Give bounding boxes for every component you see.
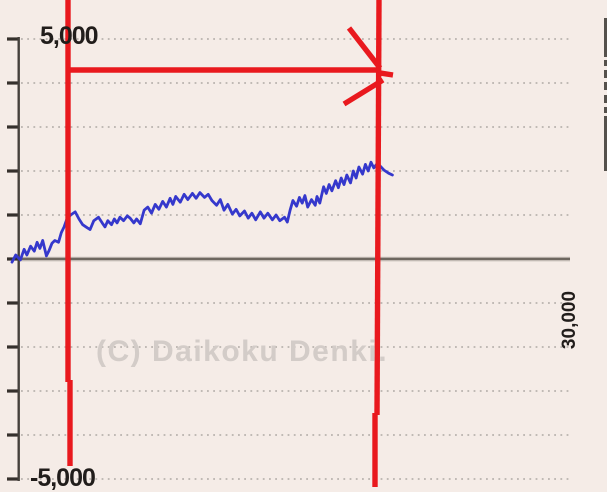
right-vertical-line-upper (374, 0, 382, 416)
arrow-head-upper-stroke (346, 26, 383, 70)
edge-fragment-segment (604, 60, 607, 66)
balance-line (10, 160, 394, 264)
edge-fragment-segment (604, 107, 607, 113)
edge-fragment-segment (604, 18, 607, 57)
x-axis-tick-label-30000: 30,000 (559, 290, 580, 350)
edge-fragment-segment (604, 70, 607, 78)
y-axis-tick-label-top: 5,000 (40, 22, 99, 50)
edge-fragment-segment (604, 116, 607, 171)
watermark-text: (C) Daikoku Denki. (96, 335, 389, 368)
edge-fragment-segment (604, 95, 607, 103)
edge-fragment-segment (604, 82, 607, 90)
y-axis-tick-label-bottom: -5,000 (30, 464, 96, 492)
arrow-tip-overshoot (379, 70, 394, 78)
